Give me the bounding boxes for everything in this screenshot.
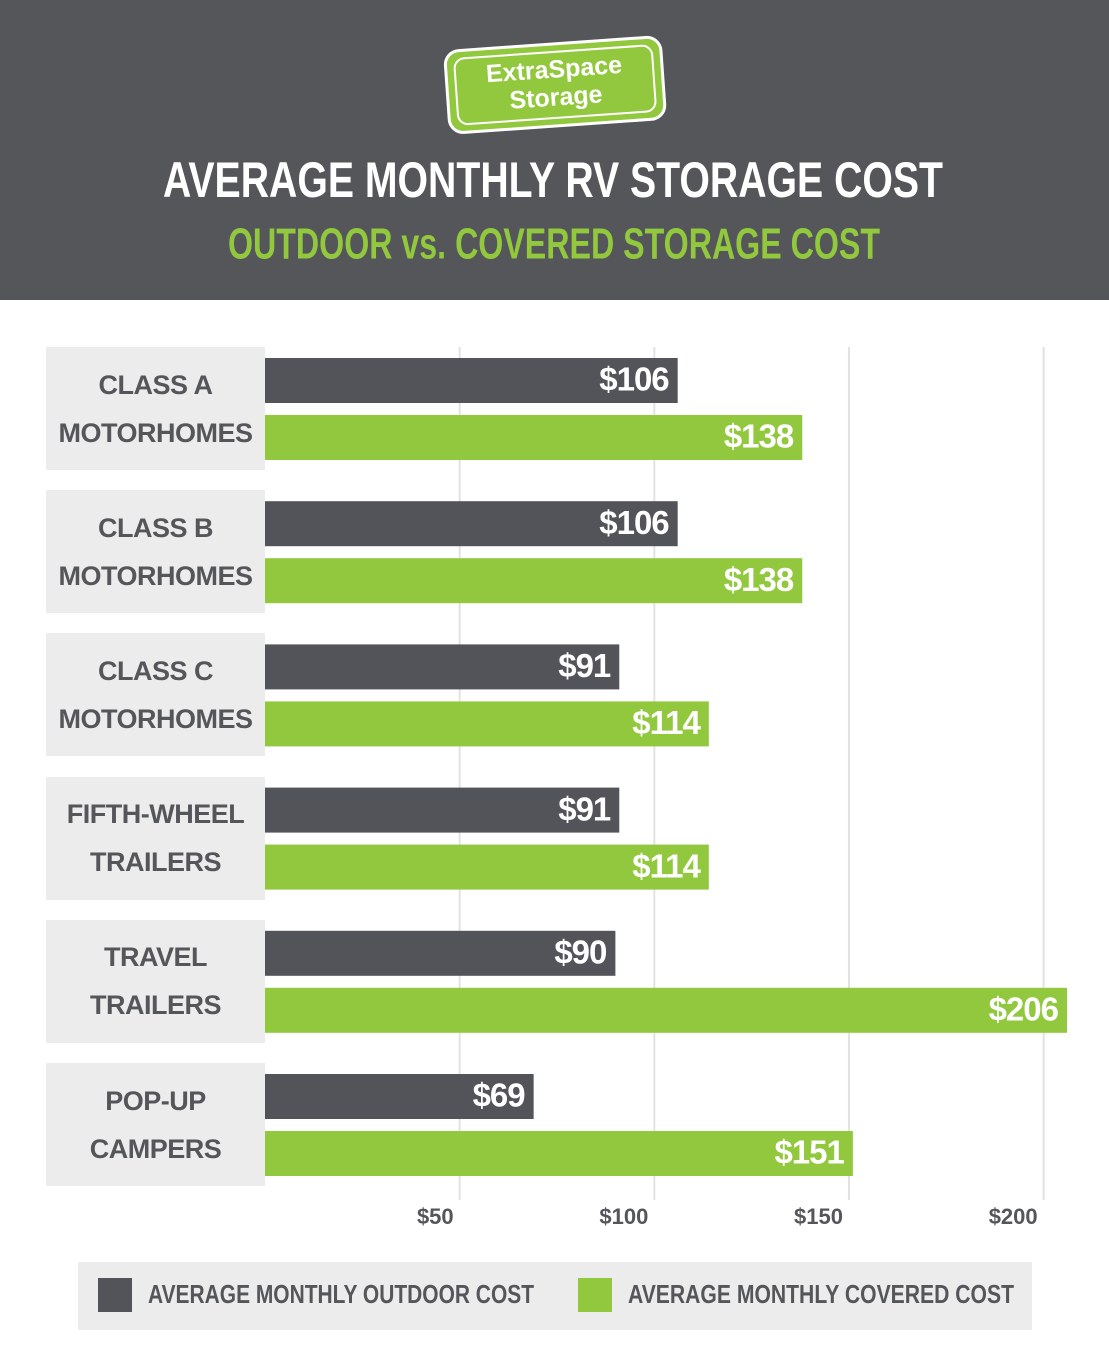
category-label: CLASS A MOTORHOMES xyxy=(46,347,265,470)
x-tick-label: $200 xyxy=(989,1204,1038,1229)
category-label: POP-UP CAMPERS xyxy=(46,1063,265,1186)
x-tick-label: $100 xyxy=(599,1204,648,1229)
bar xyxy=(265,701,709,747)
legend-swatch xyxy=(98,1278,132,1312)
bar xyxy=(265,987,1067,1033)
bar xyxy=(265,415,803,460)
value-label: $151 xyxy=(774,1134,844,1171)
category-label: CLASS C MOTORHOMES xyxy=(46,633,265,757)
value-label: $69 xyxy=(473,1077,526,1114)
value-label: $91 xyxy=(558,790,611,827)
logo: ExtraSpace Storage xyxy=(443,35,667,134)
value-label: $106 xyxy=(599,361,669,398)
logo-badge xyxy=(443,35,667,134)
bar xyxy=(265,1074,534,1119)
x-tick-label: $150 xyxy=(794,1204,843,1229)
value-label: $114 xyxy=(632,847,701,884)
bar xyxy=(265,358,678,403)
legend-swatch xyxy=(578,1278,612,1312)
chart-title: AVERAGE MONTHLY RV STORAGE COST xyxy=(163,152,943,208)
bar xyxy=(265,930,616,976)
category-label: FIFTH-WHEEL TRAILERS xyxy=(46,776,265,900)
bar xyxy=(265,1131,853,1176)
value-label: $114 xyxy=(632,704,701,741)
category-label: CLASS B MOTORHOMES xyxy=(46,490,265,614)
legend-label: AVERAGE MONTHLY OUTDOOR COST xyxy=(148,1279,534,1309)
bar xyxy=(265,787,620,833)
value-label: $206 xyxy=(989,991,1059,1028)
logo-line2: Storage xyxy=(509,80,604,114)
value-label: $91 xyxy=(558,647,611,684)
value-label: $138 xyxy=(724,418,794,455)
chart-subtitle: OUTDOOR vs. COVERED STORAGE COST xyxy=(228,220,880,269)
bar xyxy=(265,501,678,547)
category-label: TRAVEL TRAILERS xyxy=(46,919,265,1043)
bar xyxy=(265,644,620,690)
logo-border xyxy=(453,44,657,126)
value-label: $106 xyxy=(599,504,669,541)
legend xyxy=(78,1262,1032,1330)
value-label: $138 xyxy=(724,561,794,598)
legend-label: AVERAGE MONTHLY COVERED COST xyxy=(628,1279,1014,1309)
bar xyxy=(265,558,803,604)
bar xyxy=(265,844,709,890)
value-label: $90 xyxy=(554,934,606,971)
x-tick-label: $50 xyxy=(417,1204,454,1229)
